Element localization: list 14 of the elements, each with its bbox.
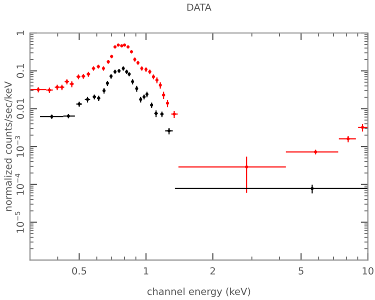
x-tick-label: 10 — [362, 267, 374, 275]
x-axis-title: channel energy (keV) — [147, 288, 250, 297]
x-tick-label: 5 — [298, 267, 304, 275]
y-tick-label: 0.1 — [16, 64, 24, 78]
y-tick-label: 0.01 — [16, 98, 24, 119]
y-axis-title: normalized counts/sec/keV — [4, 81, 13, 211]
chart-title: DATA — [187, 4, 212, 11]
x-tick-label: 2 — [210, 267, 215, 274]
y-tick-label: 10$^{−5}$ — [15, 212, 24, 233]
x-tick-label: 1 — [144, 267, 148, 274]
y-tick-label: 10$^{−4}$ — [15, 174, 24, 195]
y-tick-label: 1 — [16, 30, 24, 36]
x-tick-label: 0.5 — [72, 267, 86, 275]
y-tick-label: 10$^{−3}$ — [14, 136, 24, 157]
